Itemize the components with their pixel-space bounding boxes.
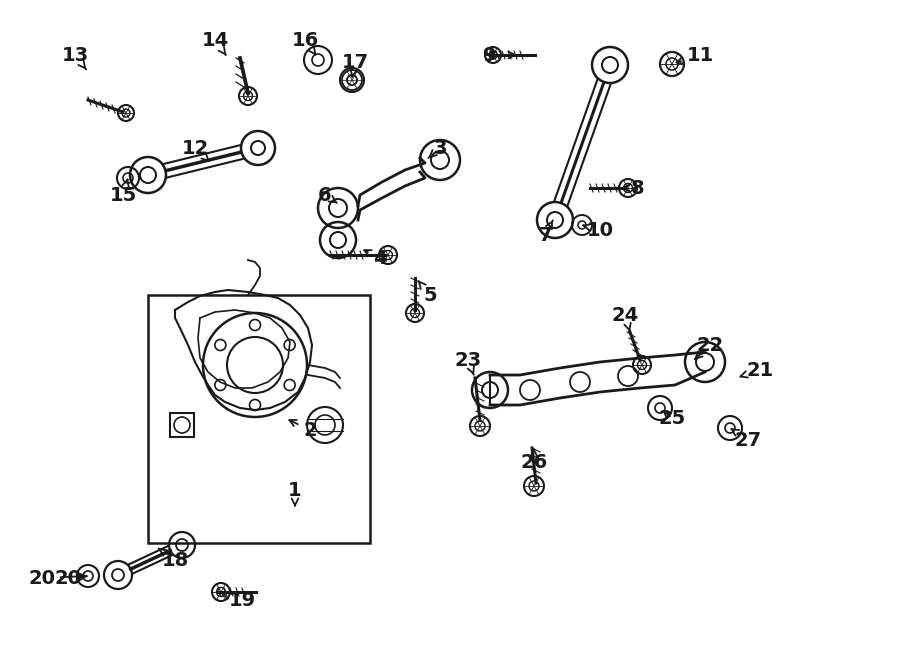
Text: 26: 26: [520, 449, 547, 471]
Bar: [148, 295, 370, 543]
Text: 8: 8: [623, 179, 644, 197]
Text: 22: 22: [695, 336, 724, 359]
Text: 12: 12: [182, 138, 209, 161]
Text: 18: 18: [158, 548, 189, 569]
Text: 19: 19: [222, 591, 256, 610]
Text: 3: 3: [428, 138, 446, 158]
Text: 16: 16: [292, 30, 319, 55]
Text: 6: 6: [319, 185, 337, 205]
Text: 10: 10: [583, 220, 614, 240]
Text: 7: 7: [538, 220, 553, 244]
Text: 9: 9: [483, 46, 515, 64]
Text: 4: 4: [364, 248, 387, 267]
Text: 27: 27: [731, 429, 761, 449]
Bar: [170, 413, 194, 437]
Text: 24: 24: [611, 305, 639, 330]
Text: 2: 2: [289, 420, 317, 440]
Text: 20: 20: [28, 569, 83, 587]
Text: 20: 20: [55, 569, 87, 587]
Text: 11: 11: [677, 46, 714, 64]
Text: 1: 1: [288, 481, 302, 506]
Text: 17: 17: [341, 52, 369, 77]
Text: 5: 5: [418, 281, 436, 305]
Text: 23: 23: [454, 350, 482, 375]
Text: 21: 21: [741, 361, 774, 379]
Text: 25: 25: [659, 408, 686, 428]
Text: 14: 14: [202, 30, 229, 55]
Text: 15: 15: [110, 179, 137, 205]
Text: 13: 13: [61, 46, 88, 70]
